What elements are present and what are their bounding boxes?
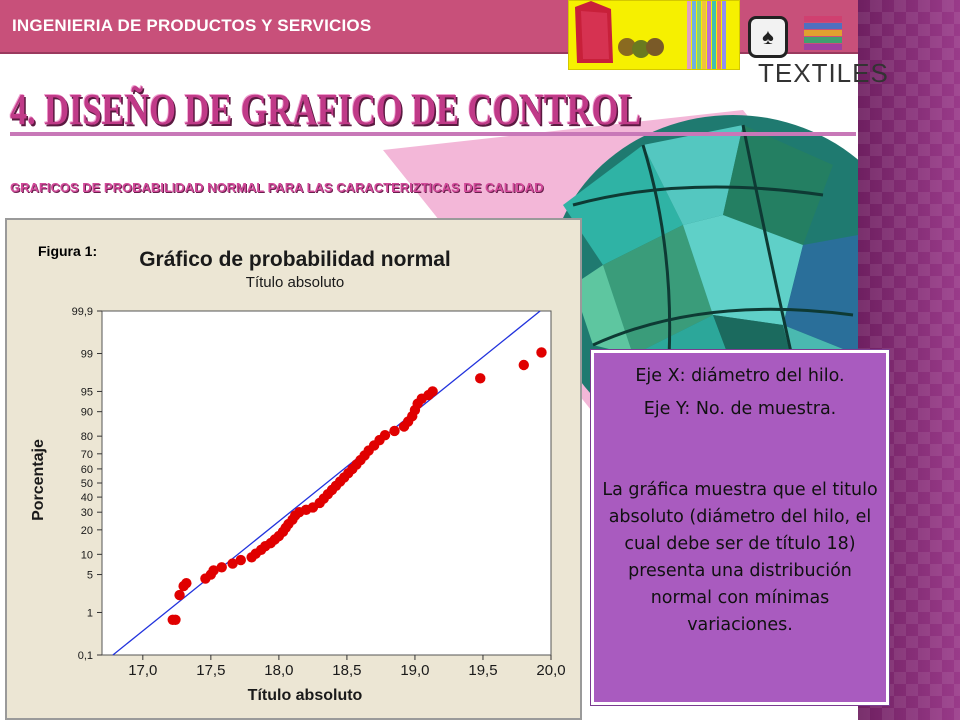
y-tick-label: 95 — [81, 386, 93, 398]
y-tick-label: 0,1 — [78, 650, 93, 662]
y-tick-label: 40 — [81, 492, 93, 504]
slide-title: 4. DISEÑO DE GRAFICO DE CONTROL — [10, 85, 642, 134]
data-point — [536, 347, 547, 358]
data-point — [427, 386, 438, 397]
fit-line — [112, 310, 541, 656]
x-tick-label: 19,5 — [468, 662, 497, 679]
textile-photos-image — [575, 1, 726, 69]
x-tick-label: 18,5 — [332, 662, 361, 679]
chart-subtitle: Título absoluto — [246, 274, 344, 291]
info-paragraph: La gráfica muestra que el titulo absolut… — [602, 480, 878, 635]
reference-line — [112, 310, 541, 656]
y-tick-label: 5 — [87, 570, 93, 582]
textile-photo-strip — [568, 0, 740, 70]
y-tick-label: 99,9 — [72, 306, 93, 318]
x-tick-label: 20,0 — [536, 662, 565, 679]
y-tick-label: 50 — [81, 478, 93, 490]
data-point — [518, 359, 529, 371]
data-point — [181, 577, 192, 589]
y-tick-label: 1 — [87, 607, 93, 619]
data-point — [174, 589, 185, 601]
y-tick-label: 90 — [81, 407, 93, 419]
x-axis-label: Título absoluto — [248, 687, 363, 704]
x-tick-label: 17,0 — [128, 662, 157, 679]
y-tick-label: 60 — [81, 464, 93, 476]
chart-title: Gráfico de probabilidad normal — [139, 248, 451, 271]
tick-labels: 17,0 17,5 18,0 18,5 19,0 19,5 20,0 0,1 1 5 10 20 30 4… — [72, 306, 566, 679]
figure-label: Figura 1: — [38, 243, 98, 259]
data-point — [227, 558, 238, 569]
data-point — [389, 425, 400, 437]
spade-icon: ♠ — [748, 16, 788, 58]
y-tick-label: 20 — [81, 525, 93, 537]
y-tick-label: 99 — [81, 349, 93, 361]
data-points — [167, 347, 547, 625]
data-point — [208, 565, 219, 576]
y-tick-label: 30 — [81, 507, 93, 519]
x-tick-label: 18,0 — [264, 662, 293, 679]
data-point — [379, 429, 391, 441]
y-axis-label: Porcentaje — [30, 439, 47, 521]
data-point — [170, 614, 181, 625]
data-point — [216, 562, 227, 573]
info-x-axis: Eje X: diámetro del hilo. — [635, 366, 845, 386]
x-tick-label: 17,5 — [196, 662, 225, 679]
slide-subtitle: GRAFICOS DE PROBABILIDAD NORMAL PARA LAS… — [10, 180, 544, 195]
header-title: INGENIERIA DE PRODUCTOS Y SERVICIOS — [12, 16, 372, 35]
info-box: Eje X: diámetro del hilo. Eje Y: No. de … — [591, 350, 889, 705]
title-divider — [10, 132, 856, 136]
normal-probability-chart: 17,0 17,5 18,0 18,5 19,0 19,5 20,0 0,1 1 5 10 20 30 4… — [30, 248, 566, 704]
y-tick-label: 10 — [81, 549, 93, 561]
y-tick-label: 80 — [81, 431, 93, 443]
x-tick-label: 19,0 — [400, 662, 429, 679]
y-tick-label: 70 — [81, 449, 93, 461]
data-point — [235, 554, 246, 566]
data-point — [475, 373, 486, 384]
info-y-axis: Eje Y: No. de muestra. — [643, 399, 837, 419]
fabric-stack-icon — [804, 16, 842, 50]
textiles-logo-text: TEXTILES — [758, 58, 889, 88]
